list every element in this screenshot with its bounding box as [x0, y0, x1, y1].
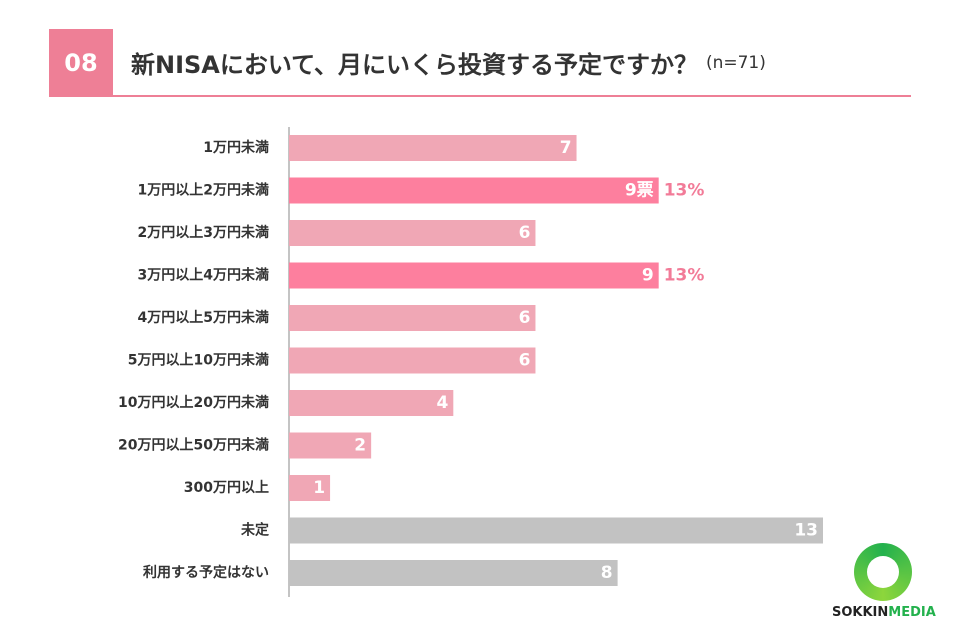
value-label: 6 — [519, 351, 531, 371]
title-group: 新NISAにおいて、月にいくら投資する予定ですか？ (n=71) — [131, 29, 766, 96]
value-label: 8 — [601, 563, 613, 583]
header-underline — [49, 95, 911, 97]
category-label: 10万円以上20万円未満 — [118, 394, 269, 411]
bar — [289, 517, 823, 544]
value-label: 6 — [519, 308, 531, 328]
chart-header: 08 新NISAにおいて、月にいくら投資する予定ですか？ (n=71) — [49, 29, 911, 97]
value-label: 7 — [560, 138, 572, 158]
bar — [289, 220, 536, 246]
logo-ring-icon — [854, 543, 912, 601]
category-label: 5万円以上10万円未満 — [128, 352, 269, 369]
value-label: 4 — [436, 393, 448, 413]
percent-label: 13% — [664, 181, 705, 201]
bar — [289, 177, 659, 204]
bar — [289, 262, 659, 289]
chart-title: 新NISAにおいて、月にいくら投資する予定ですか？ — [131, 51, 698, 79]
category-label: 3万円以上4万円未満 — [138, 267, 269, 284]
value-label: 1 — [313, 478, 325, 498]
logo-text: SOKKINMEDIA — [832, 605, 936, 620]
bar — [289, 475, 331, 501]
category-label: 1万円未満 — [203, 139, 269, 156]
category-label: 300万円以上 — [184, 480, 269, 496]
value-label: 6 — [519, 223, 531, 243]
bar — [289, 432, 372, 459]
bar — [289, 560, 618, 586]
bar — [289, 305, 536, 331]
brand-logo: SOKKINMEDIA — [832, 543, 936, 623]
value-label: 2 — [354, 436, 366, 456]
value-label: 9票 — [625, 181, 654, 201]
percent-label: 13% — [664, 266, 705, 286]
bar — [289, 347, 536, 374]
category-label: 4万円以上5万円未満 — [138, 309, 269, 326]
bar — [289, 135, 577, 161]
category-label: 2万円以上3万円未満 — [138, 224, 269, 241]
category-label: 20万円以上50万円未満 — [118, 437, 269, 454]
question-number-badge: 08 — [49, 29, 113, 96]
value-label: 13 — [794, 521, 818, 541]
value-label: 9 — [642, 266, 654, 286]
sample-size: (n=71) — [705, 52, 766, 73]
category-label: 1万円以上2万円未満 — [138, 182, 269, 199]
bar — [289, 390, 454, 416]
category-label: 未定 — [241, 522, 269, 539]
category-label: 利用する予定はない — [143, 564, 269, 581]
